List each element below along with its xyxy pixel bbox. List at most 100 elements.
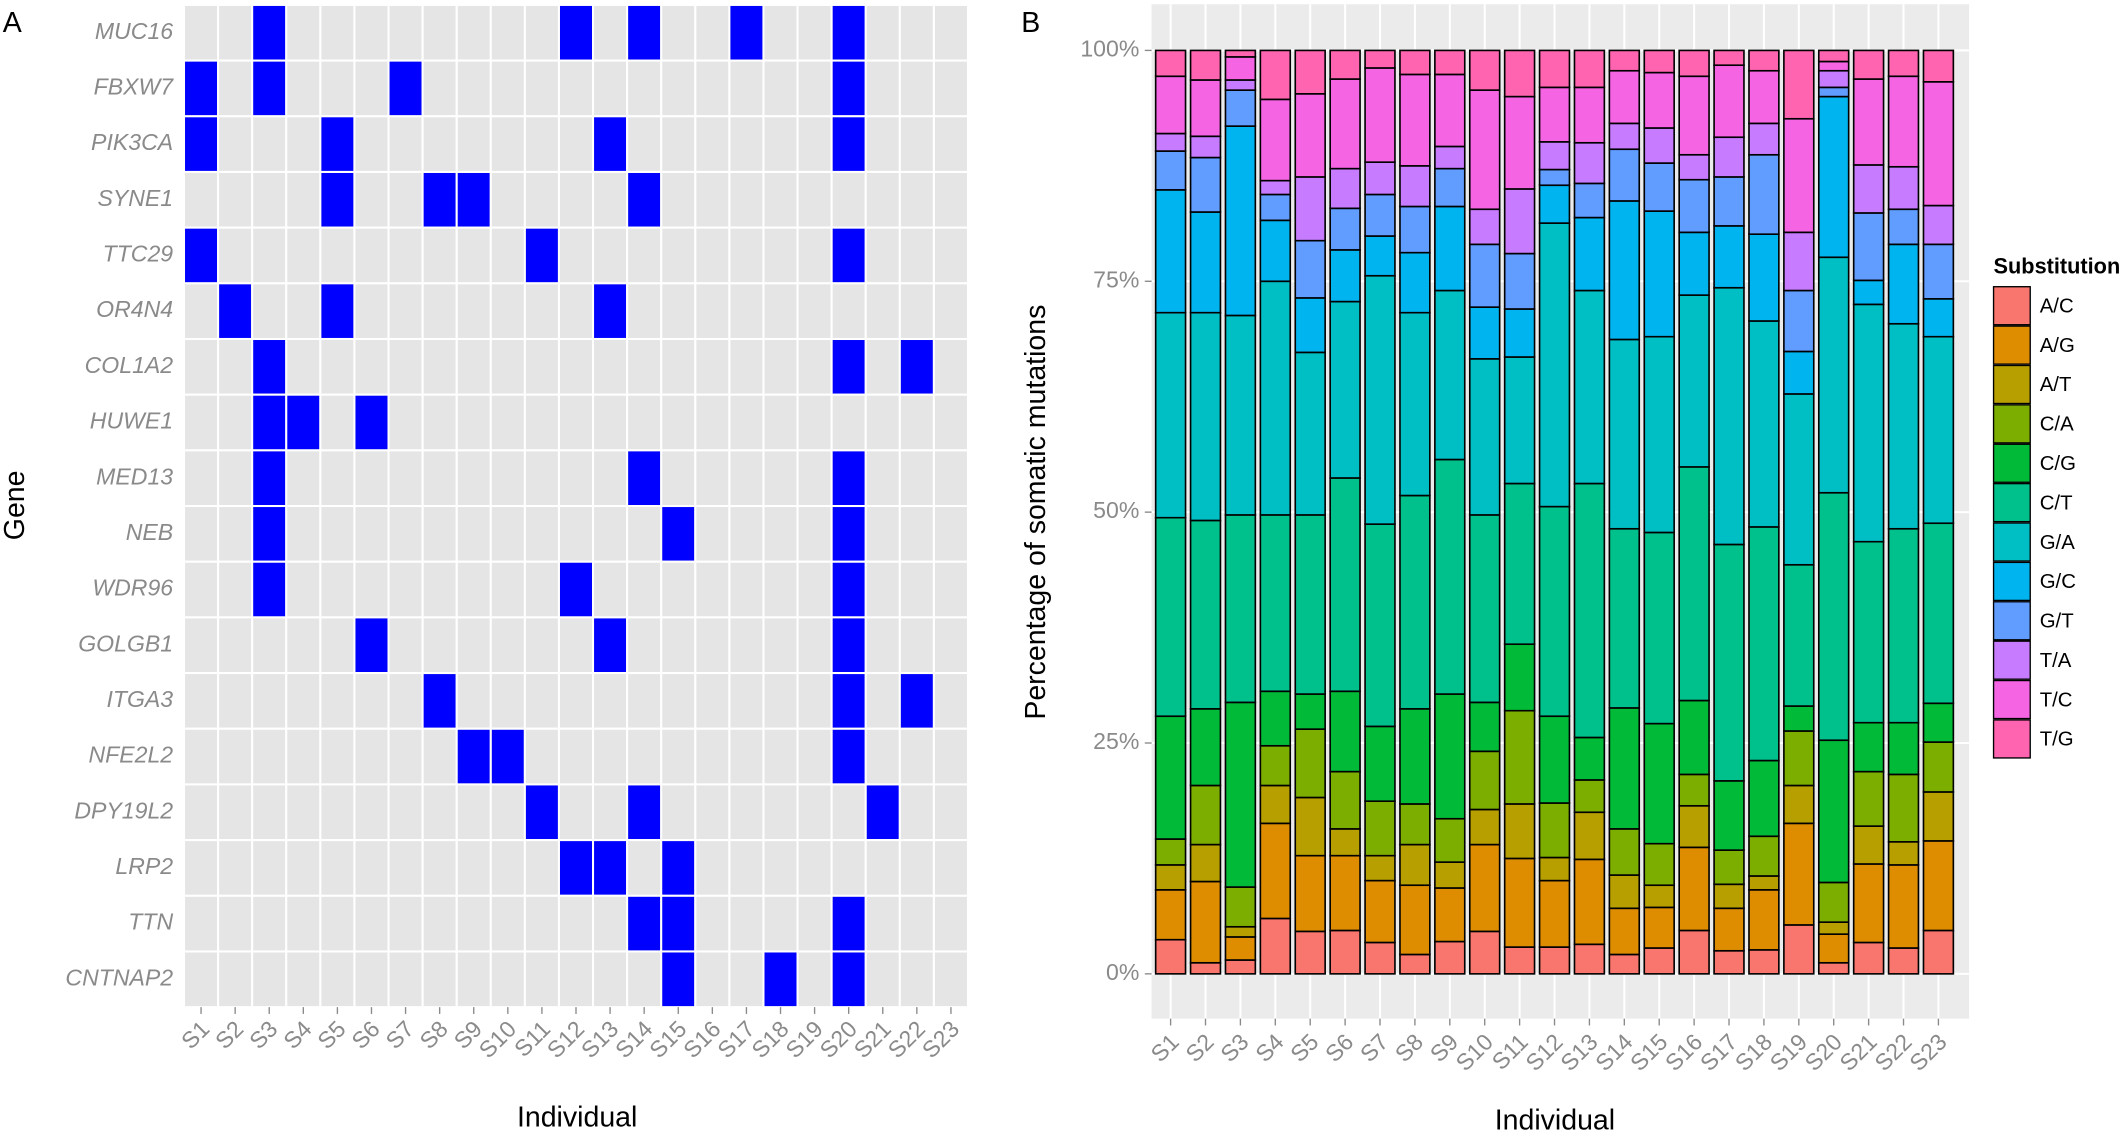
cell: [523, 616, 560, 675]
bar-segment: [1364, 523, 1396, 728]
cell: [217, 337, 254, 396]
cell: [592, 282, 629, 341]
bar-segment: [1922, 81, 1955, 207]
cell: [932, 727, 970, 786]
bar-segment: [1399, 953, 1431, 975]
cell: [217, 616, 254, 675]
cell: [592, 616, 629, 675]
cell: [728, 170, 765, 229]
y-axis-title: Percentage of somatic mutations: [1020, 305, 1052, 720]
bar-segment: [1224, 89, 1257, 127]
cell: [762, 672, 799, 730]
cell: [626, 337, 663, 396]
cell: [217, 449, 254, 508]
cell: [932, 59, 970, 118]
cell: [557, 337, 595, 396]
bar-segment: [1643, 127, 1675, 164]
cell: [182, 449, 220, 508]
x-tick-label: S2: [1180, 1029, 1218, 1067]
bar-segment: [1538, 184, 1571, 224]
bar-segment: [1783, 117, 1815, 234]
bar-segment: [1503, 308, 1536, 358]
cell: [864, 170, 901, 229]
cell: [694, 3, 731, 62]
bar-segment: [1434, 817, 1466, 863]
cell: [864, 393, 901, 452]
bar-segment: [1887, 165, 1920, 211]
cell: [387, 226, 424, 285]
cell: [387, 449, 424, 508]
bar-segment: [1294, 93, 1326, 178]
legend-key: [1992, 640, 2031, 680]
cell: [694, 337, 731, 396]
bar-segment: [1224, 886, 1257, 928]
cell: [796, 59, 833, 118]
bar-segment: [1154, 838, 1187, 866]
cell: [285, 616, 322, 675]
cell: [353, 337, 390, 396]
cell: [728, 337, 765, 396]
bar-segment: [1817, 69, 1850, 89]
bar-segment: [1329, 300, 1361, 479]
cell: [694, 839, 731, 897]
bar-segment: [1713, 49, 1745, 67]
cell: [932, 616, 970, 675]
cell: [592, 894, 629, 953]
bar-segment: [1224, 56, 1257, 81]
cell: [898, 393, 935, 452]
legend-label: C/T: [2040, 492, 2073, 514]
x-tick-label: S7: [380, 1016, 418, 1054]
cell: [285, 3, 322, 62]
cell: [557, 226, 595, 285]
x-axis-title: Individual: [1495, 1104, 1615, 1136]
bar-segment: [1329, 78, 1361, 170]
cell: [387, 672, 424, 730]
cell: [626, 616, 663, 675]
cell: [251, 783, 288, 842]
bar-segment: [1364, 941, 1396, 975]
bar-segment: [1608, 122, 1641, 151]
bar-segment: [1852, 721, 1885, 773]
cell: [898, 560, 935, 619]
bar-segment: [1852, 78, 1885, 166]
x-tick-label: S8: [415, 1016, 453, 1054]
bar-segment: [1748, 49, 1780, 72]
cell: [319, 226, 356, 285]
cell: [421, 616, 458, 675]
cell: [421, 839, 458, 897]
cell: [319, 59, 356, 118]
cell: [353, 282, 390, 341]
bar-segment: [1259, 179, 1292, 196]
cell: [694, 616, 731, 675]
bar-segment: [1643, 722, 1675, 845]
cell: [285, 950, 322, 1009]
bar-segment: [1329, 207, 1361, 251]
cell: [660, 3, 697, 62]
bar-segment: [1259, 917, 1292, 975]
cell: [796, 560, 833, 619]
bar-segment: [1468, 49, 1501, 91]
cell: [557, 393, 595, 452]
bar-segment: [1503, 482, 1536, 646]
cell: [353, 616, 390, 675]
cell: [523, 393, 560, 452]
cell: [932, 115, 970, 173]
bar-segment: [1364, 67, 1396, 163]
cell: [455, 59, 492, 118]
bar-segment: [1748, 889, 1780, 951]
cell: [455, 449, 492, 508]
cell: [421, 115, 458, 173]
bar-segment: [1922, 298, 1955, 338]
y-tick-label: OR4N4: [96, 296, 173, 322]
cell: [182, 560, 220, 619]
bar-segment: [1817, 881, 1850, 923]
cell: [251, 560, 288, 619]
cell: [898, 226, 935, 285]
cell: [898, 894, 935, 953]
x-tick-label: S23: [1904, 1029, 1951, 1076]
cell: [523, 337, 560, 396]
cell: [387, 115, 424, 173]
bar-segment: [1189, 79, 1222, 138]
cell: [796, 672, 833, 730]
bar-segment: [1538, 715, 1571, 804]
